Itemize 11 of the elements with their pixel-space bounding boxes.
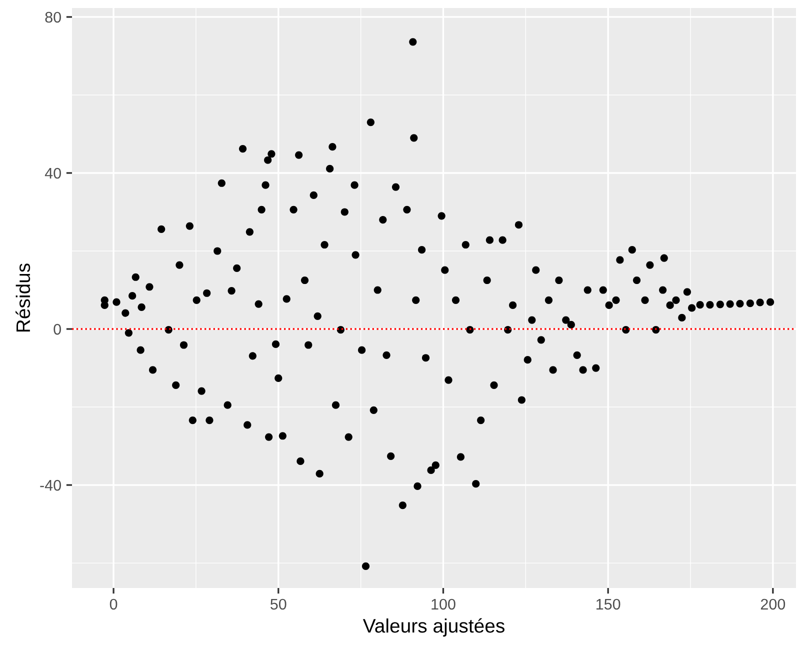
x-tick-label: 50	[270, 598, 286, 610]
x-tick-label: 100	[432, 598, 456, 610]
y-tick-label: 80	[45, 12, 61, 23]
x-tick-label: 0	[110, 598, 118, 610]
x-axis-title: Valeurs ajustées	[362, 618, 504, 637]
y-tick-label: -40	[40, 480, 61, 491]
x-tick-label: 200	[760, 598, 786, 610]
x-tick-label: 150	[596, 598, 620, 610]
y-axis-title: Résidus	[16, 264, 30, 332]
y-tick-label: 40	[44, 168, 61, 179]
y-tick-label: 0	[54, 324, 61, 335]
